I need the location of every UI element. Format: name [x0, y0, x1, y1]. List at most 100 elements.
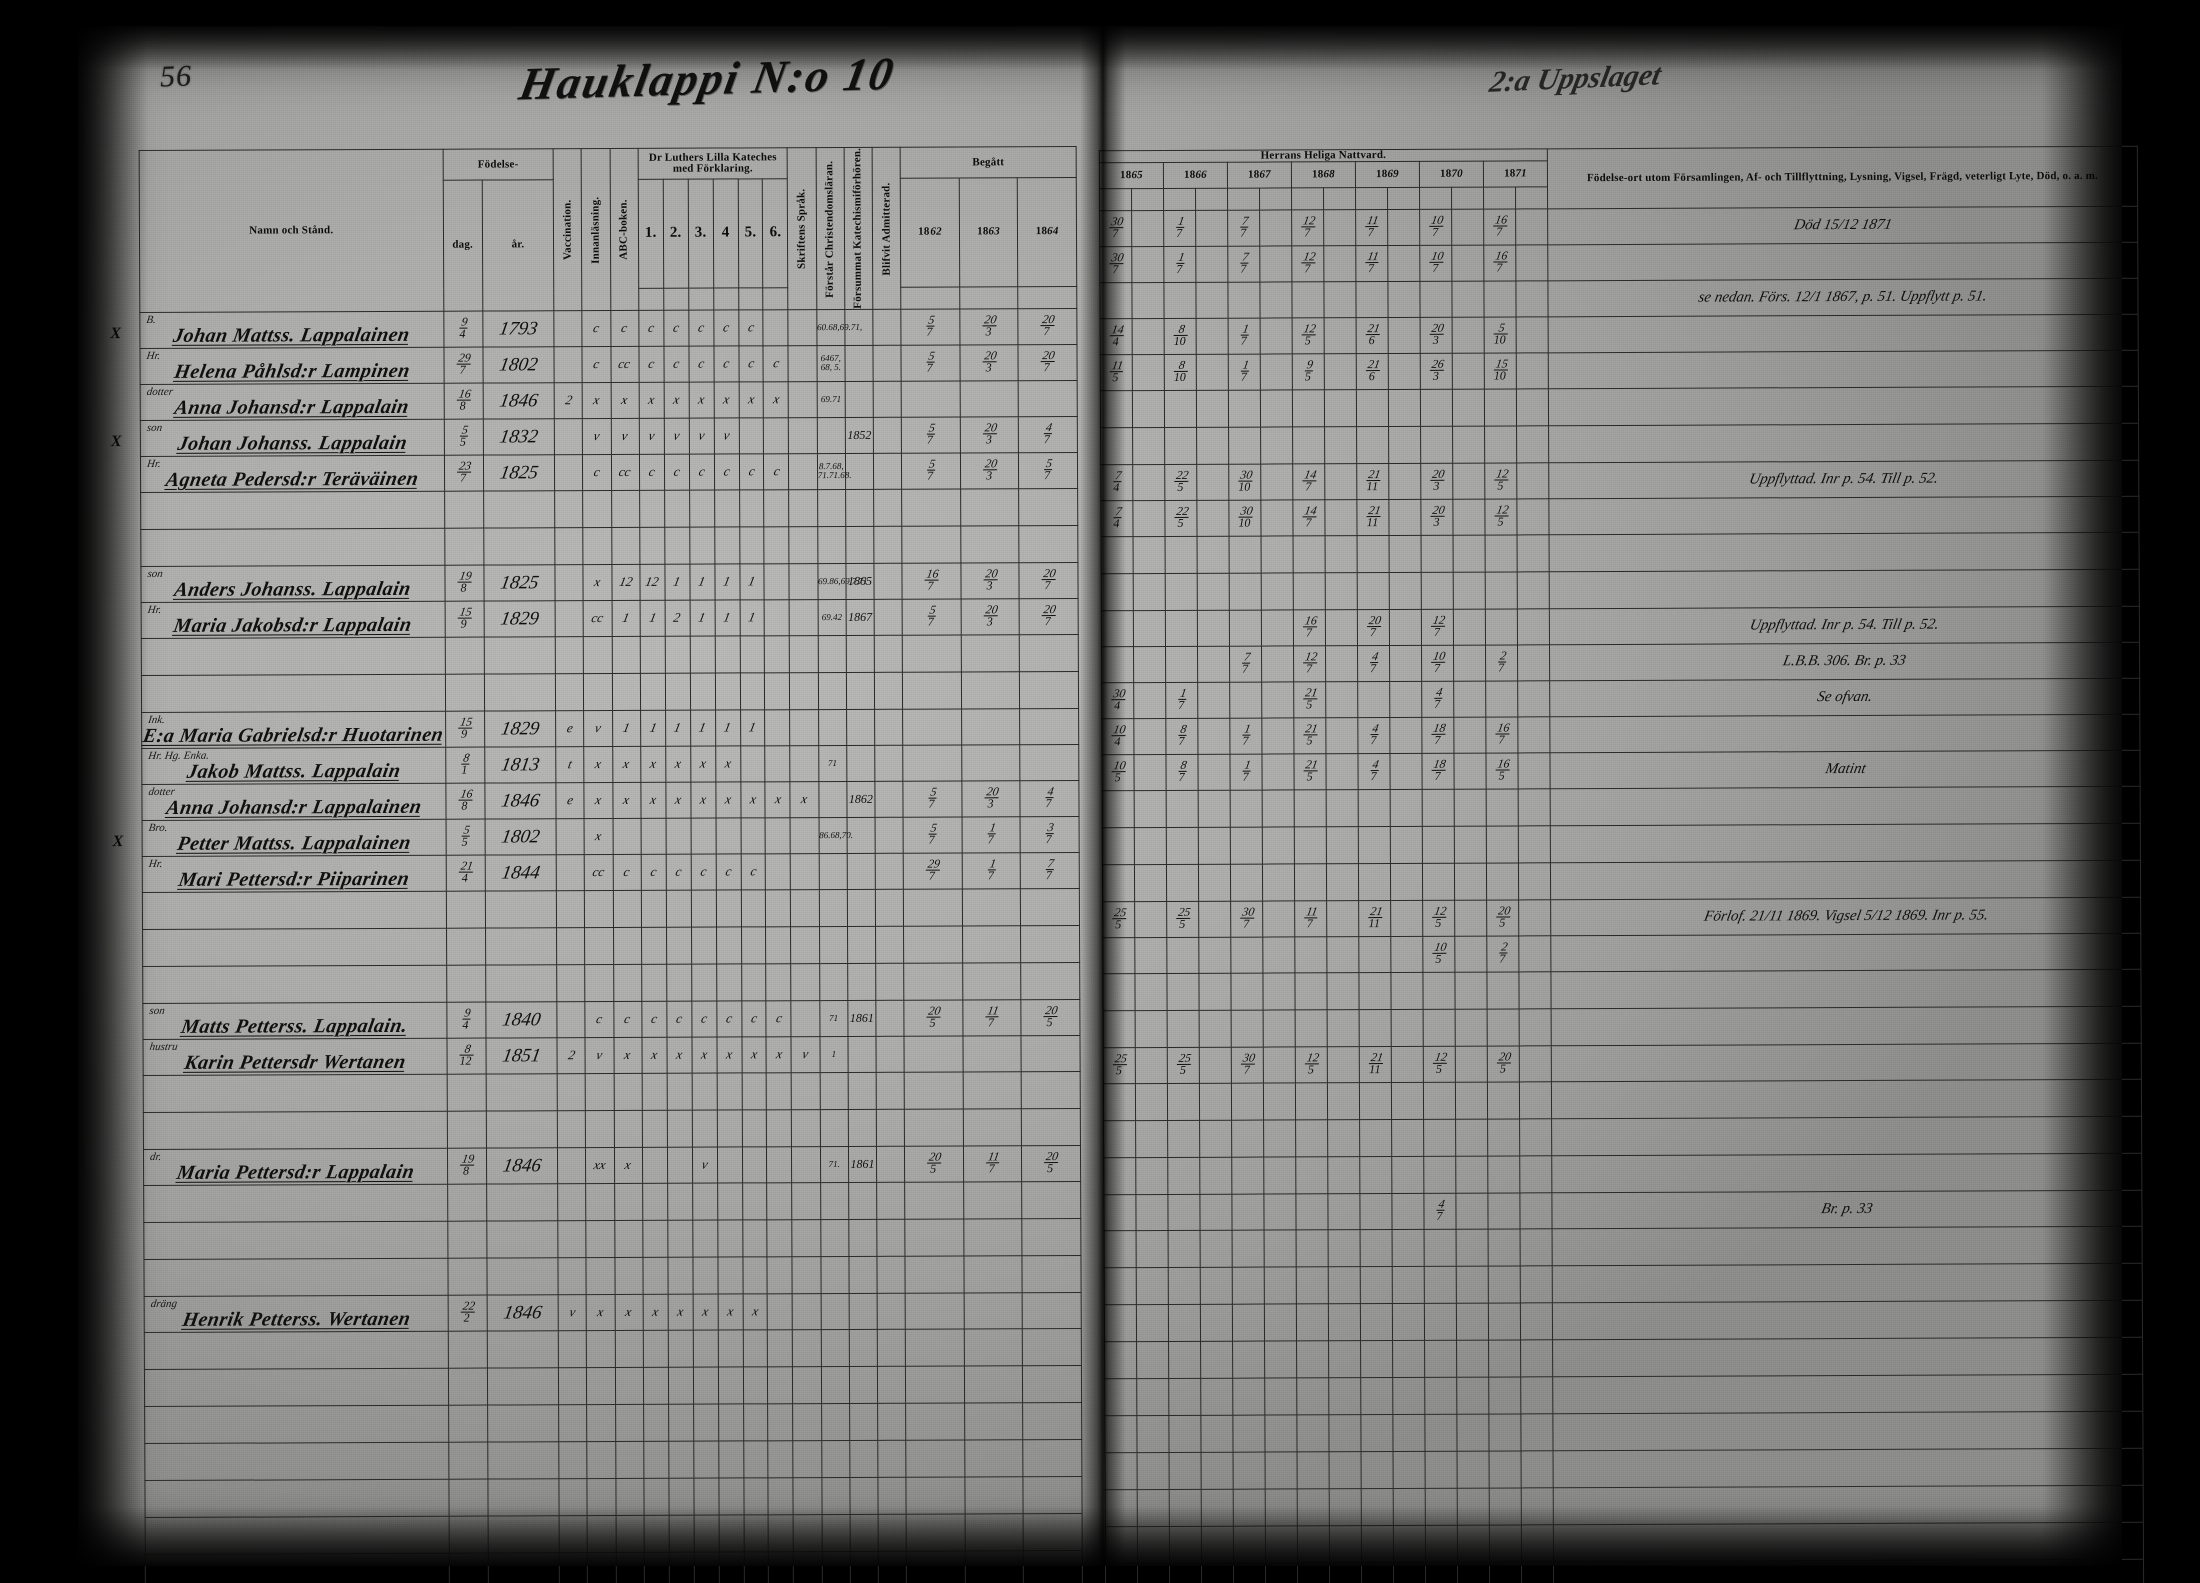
- cell-empty[interactable]: [1551, 1116, 2142, 1156]
- cell-empty[interactable]: [1165, 573, 1198, 611]
- cell-empty[interactable]: [877, 1366, 906, 1404]
- cell-empty[interactable]: [668, 1440, 694, 1479]
- cell-empty[interactable]: [1232, 1378, 1265, 1416]
- cell-empty[interactable]: [1135, 1010, 1168, 1048]
- cell-empty[interactable]: [1453, 535, 1486, 573]
- cell-catechism-1[interactable]: c: [638, 346, 664, 383]
- cell-empty[interactable]: [848, 1256, 878, 1294]
- cell-empty[interactable]: [555, 636, 584, 674]
- cell-empty[interactable]: [1329, 1525, 1362, 1563]
- cell-notes[interactable]: [1551, 1043, 2142, 1082]
- cell-empty[interactable]: [743, 1403, 769, 1441]
- table-row-empty[interactable]: [1103, 1079, 2142, 1121]
- cell-catechism-2[interactable]: c: [665, 853, 692, 891]
- cell-empty[interactable]: [877, 1403, 906, 1441]
- cell-skriftens-sprak[interactable]: [788, 381, 817, 418]
- cell-empty[interactable]: [1200, 1230, 1233, 1268]
- cell-catechism-3[interactable]: c: [691, 1000, 717, 1037]
- cell-communion-1871-2[interactable]: [1519, 1045, 1552, 1082]
- cell-empty[interactable]: [1517, 534, 1550, 572]
- cell-empty[interactable]: [964, 1476, 1024, 1514]
- table-row[interactable]: 7 7 12 7 4 7 10 7 2 7 L.B.B. 306. Br. p. 33: [1101, 642, 2140, 683]
- cell-begatt-1864[interactable]: 20 7: [1019, 598, 1079, 635]
- cell-empty[interactable]: [587, 1441, 616, 1479]
- cell-empty[interactable]: [742, 1366, 769, 1404]
- cell-communion-1871-2[interactable]: [1515, 244, 1548, 281]
- cell-vaccination[interactable]: [554, 418, 583, 455]
- cell-empty[interactable]: [1022, 1365, 1082, 1403]
- cell-empty[interactable]: [1200, 1267, 1233, 1305]
- cell-empty[interactable]: [1105, 1452, 1138, 1490]
- table-row-empty[interactable]: [1102, 786, 2141, 828]
- cell-empty[interactable]: [1552, 1337, 2143, 1377]
- cell-catechism-4[interactable]: 1: [715, 709, 741, 746]
- cell-forstar-christendomslaran[interactable]: 71: [819, 1000, 848, 1037]
- cell-catechism-4[interactable]: x: [715, 745, 741, 782]
- cell-begatt-1863[interactable]: 11 7: [963, 1145, 1022, 1182]
- cell-empty[interactable]: [792, 1329, 822, 1367]
- cell-empty[interactable]: [1325, 535, 1358, 573]
- cell-empty[interactable]: [1164, 427, 1197, 465]
- cell-communion-1871-2[interactable]: [1515, 280, 1549, 317]
- cell-empty[interactable]: [587, 1404, 616, 1442]
- cell-empty[interactable]: [767, 1366, 794, 1404]
- cell-empty[interactable]: [714, 635, 740, 673]
- cell-communion-1871-2[interactable]: [1517, 608, 1550, 645]
- cell-communion-1867-2[interactable]: [1261, 753, 1295, 791]
- cell-communion-1868-1[interactable]: 12 5: [1295, 1046, 1328, 1083]
- cell-empty[interactable]: [487, 1441, 560, 1479]
- table-row-empty[interactable]: [1103, 1153, 2142, 1195]
- cell-empty[interactable]: [1228, 390, 1261, 428]
- cell-communion-1867-2[interactable]: [1259, 245, 1292, 283]
- cell-empty[interactable]: [1328, 1414, 1362, 1452]
- cell-notes[interactable]: Matint: [1550, 750, 2141, 789]
- cell-communion-1871-1[interactable]: 12 5: [1484, 498, 1518, 536]
- cell-empty[interactable]: [1230, 790, 1263, 828]
- cell-empty[interactable]: [1260, 426, 1293, 465]
- cell-communion-1871-2[interactable]: [1517, 716, 1551, 753]
- cell-empty[interactable]: [1553, 1448, 2144, 1488]
- cell-communion-1871-2[interactable]: [1516, 352, 1549, 389]
- cell-empty[interactable]: [142, 965, 447, 1004]
- cell-name[interactable]: dotter Anna Johansd:r Lappalain: [140, 383, 444, 421]
- cell-catechism-1[interactable]: x: [640, 746, 666, 783]
- cell-empty[interactable]: [792, 1182, 821, 1220]
- cell-empty[interactable]: [444, 636, 485, 675]
- cell-empty[interactable]: [1019, 671, 1079, 709]
- cell-communion-1866-2[interactable]: [1196, 354, 1229, 391]
- cell-empty[interactable]: [554, 490, 584, 528]
- cell-catechism-4[interactable]: 1: [714, 599, 740, 636]
- cell-empty[interactable]: [144, 1442, 449, 1481]
- cell-catechism-6[interactable]: [765, 817, 791, 854]
- cell-birth-year[interactable]: 1846: [482, 382, 555, 419]
- cell-empty[interactable]: [1201, 1563, 1234, 1583]
- cell-empty[interactable]: [1519, 1008, 1552, 1046]
- cell-empty[interactable]: [1424, 1303, 1457, 1341]
- cell-innanlasning[interactable]: xx: [585, 1147, 615, 1184]
- cell-name[interactable]: Hr. Mari Pettersd:r Piiparinen: [142, 855, 446, 893]
- cell-notes[interactable]: se nedan. Förs. 12/1 1867, p. 51. Uppfly…: [1547, 278, 2139, 317]
- cell-empty[interactable]: [1297, 1525, 1330, 1563]
- cell-catechism-6[interactable]: [767, 1293, 793, 1330]
- cell-communion-1866-2[interactable]: [1195, 210, 1228, 247]
- cell-empty[interactable]: [1103, 1120, 1136, 1158]
- cell-abc-boken[interactable]: x: [612, 746, 641, 783]
- cell-forstar-christendomslaran[interactable]: [818, 853, 848, 890]
- cell-empty[interactable]: [904, 1181, 964, 1220]
- table-row[interactable]: Hr. Maria Jakobsd:r Lappalain 15 9 1829 cc 1 1 2…: [141, 598, 1079, 639]
- cell-empty[interactable]: [906, 1476, 965, 1515]
- cell-empty[interactable]: [718, 1366, 744, 1404]
- cell-empty[interactable]: [1457, 1451, 1490, 1489]
- cell-empty[interactable]: [1389, 535, 1422, 573]
- cell-empty[interactable]: [1520, 1265, 1553, 1303]
- cell-empty[interactable]: [1553, 1522, 2144, 1562]
- cell-empty[interactable]: [556, 964, 586, 1002]
- cell-empty[interactable]: [1021, 1108, 1081, 1146]
- cell-empty[interactable]: [611, 636, 641, 674]
- cell-communion-1871-1[interactable]: 5 10: [1484, 316, 1517, 354]
- cell-admitterad[interactable]: [872, 309, 902, 346]
